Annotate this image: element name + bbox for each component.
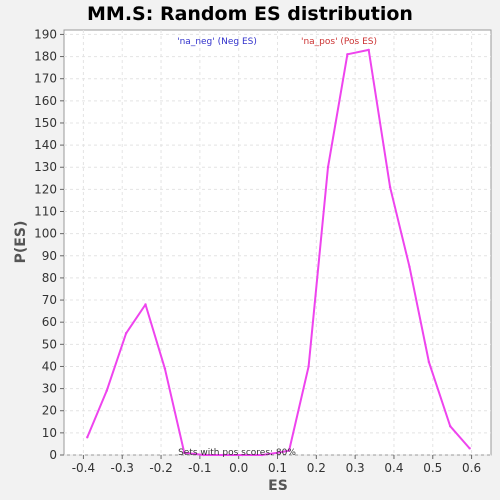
y-axis: 0 10 20 30 40 50 60 70 80 90 100 110 120 130 140 150 160… bbox=[34, 27, 64, 462]
x-tick-label: 0.1 bbox=[268, 461, 287, 475]
data-point bbox=[449, 425, 452, 428]
data-point bbox=[346, 53, 349, 56]
y-tick-label: 120 bbox=[34, 182, 57, 196]
data-point bbox=[427, 360, 431, 364]
x-axis-title: ES bbox=[268, 478, 288, 494]
y-tick-label: 50 bbox=[42, 337, 57, 351]
x-tick-label: -0.3 bbox=[111, 461, 134, 475]
y-tick-label: 130 bbox=[34, 160, 57, 174]
data-point bbox=[221, 453, 225, 457]
y-tick-label: 40 bbox=[42, 359, 57, 373]
data-point bbox=[163, 367, 167, 370]
data-point bbox=[124, 332, 128, 335]
y-tick-label: 90 bbox=[42, 249, 57, 263]
x-tick-label: -0.1 bbox=[188, 461, 211, 475]
data-point bbox=[276, 451, 279, 454]
x-tick-label: -0.2 bbox=[149, 461, 172, 475]
series-layer bbox=[86, 48, 471, 457]
data-point bbox=[468, 447, 471, 450]
chart-annotation: Sets with pos scores: 80% bbox=[178, 448, 296, 458]
data-point bbox=[260, 453, 264, 457]
data-point bbox=[388, 185, 392, 189]
y-tick-label: 80 bbox=[42, 271, 57, 285]
y-tick-label: 160 bbox=[34, 94, 57, 108]
x-tick-label: 0.3 bbox=[346, 461, 365, 475]
data-point bbox=[241, 453, 244, 457]
y-tick-label: 20 bbox=[42, 404, 57, 418]
y-tick-label: 60 bbox=[42, 315, 57, 329]
y-tick-label: 150 bbox=[34, 116, 57, 130]
data-point bbox=[86, 436, 89, 439]
x-tick-label: 0.2 bbox=[307, 461, 326, 475]
y-tick-label: 30 bbox=[42, 382, 57, 396]
legend-item-neg: 'na_neg' (Neg ES) bbox=[177, 37, 257, 47]
y-tick-label: 100 bbox=[34, 227, 57, 241]
y-axis-title: P(ES) bbox=[13, 221, 29, 264]
data-point bbox=[144, 303, 147, 306]
y-tick-label: 10 bbox=[42, 426, 57, 440]
y-tick-label: 0 bbox=[49, 448, 57, 462]
data-point bbox=[326, 166, 330, 169]
data-point bbox=[105, 389, 108, 393]
legend: 'na_neg' (Neg ES) 'na_pos' (Pos ES) bbox=[177, 37, 377, 47]
data-point bbox=[307, 365, 310, 368]
data-point bbox=[183, 451, 186, 454]
data-point bbox=[202, 453, 205, 457]
legend-item-pos: 'na_pos' (Pos ES) bbox=[301, 37, 377, 47]
data-point bbox=[287, 449, 291, 452]
x-tick-label: 0.4 bbox=[384, 461, 403, 475]
y-tick-label: 70 bbox=[42, 293, 57, 307]
data-point bbox=[367, 48, 370, 52]
y-tick-label: 190 bbox=[34, 27, 57, 41]
x-tick-label: 0.0 bbox=[229, 461, 248, 475]
y-tick-label: 170 bbox=[34, 72, 57, 86]
x-tick-label: 0.6 bbox=[462, 461, 481, 475]
x-tick-label: 0.5 bbox=[423, 461, 442, 475]
chart-title: MM.S: Random ES distribution bbox=[87, 3, 413, 25]
x-axis: -0.4 -0.3 -0.2 -0.1 0.0 0.1 0.2 0.3 0.4 0.5 0.6 bbox=[72, 455, 481, 475]
x-tick-label: -0.4 bbox=[72, 461, 95, 475]
y-tick-label: 110 bbox=[34, 205, 57, 219]
y-tick-label: 180 bbox=[34, 50, 57, 64]
grid bbox=[64, 30, 491, 456]
y-tick-label: 140 bbox=[34, 138, 57, 152]
data-point bbox=[408, 265, 411, 269]
